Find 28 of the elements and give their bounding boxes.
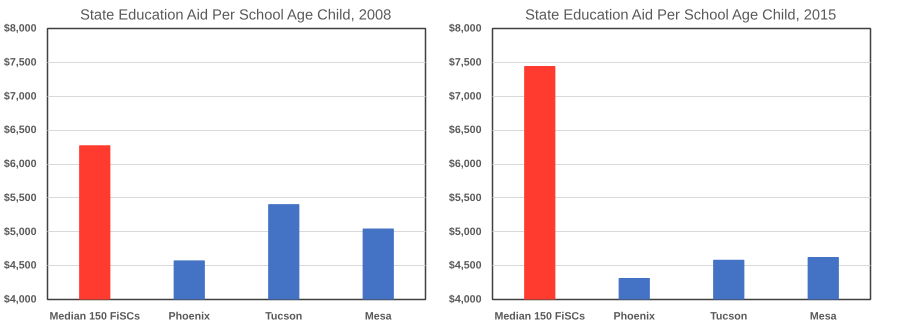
y-tick-label: $6,000 (4, 158, 37, 170)
y-tick-label: $5,000 (4, 226, 37, 238)
chart-title: State Education Aid Per School Age Child, 2008 (80, 8, 392, 24)
chart-title: State Education Aid Per School Age Child, 2015 (525, 8, 836, 24)
y-tick-label: $7,000 (4, 90, 37, 102)
y-tick-label: $5,500 (4, 192, 37, 204)
x-tick-label: Median 150 FiSCs (494, 310, 586, 322)
y-tick-label: $4,500 (448, 260, 482, 272)
y-tick-label: $6,000 (448, 158, 482, 170)
x-tick-label: Mesa (810, 310, 837, 322)
y-tick-label: $6,500 (4, 124, 37, 136)
x-tick-label: Phoenix (168, 310, 210, 322)
y-tick-label: $5,500 (448, 192, 482, 204)
x-tick-label: Tucson (265, 310, 302, 322)
y-tick-label: $7,500 (448, 56, 482, 68)
x-tick-label: Median 150 FiSCs (49, 310, 140, 322)
y-tick-label: $4,500 (4, 260, 37, 272)
y-tick-label: $4,000 (448, 294, 482, 306)
y-tick-label: $8,000 (448, 22, 482, 34)
x-tick-label: Phoenix (614, 310, 656, 322)
y-tick-label: $7,500 (4, 56, 37, 68)
y-tick-label: $4,000 (4, 294, 37, 306)
y-tick-label: $6,500 (448, 124, 482, 136)
y-tick-label: $5,000 (448, 226, 482, 238)
y-tick-label: $7,000 (448, 90, 482, 102)
y-tick-label: $8,000 (4, 22, 37, 34)
x-tick-label: Tucson (710, 310, 748, 322)
x-tick-label: Mesa (364, 310, 392, 322)
